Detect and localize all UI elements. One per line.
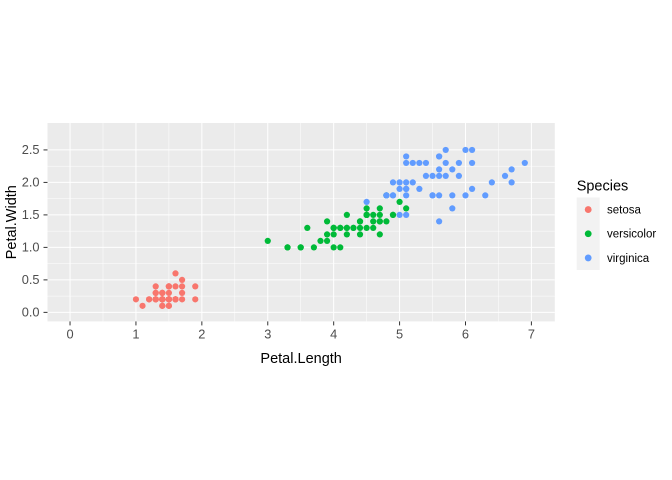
svg-text:4: 4 — [330, 326, 337, 341]
svg-text:virginica: virginica — [607, 253, 650, 265]
svg-text:2: 2 — [198, 326, 205, 341]
svg-text:Species: Species — [577, 179, 629, 195]
svg-text:0.5: 0.5 — [22, 272, 40, 287]
svg-text:6: 6 — [462, 326, 469, 341]
svg-text:1.5: 1.5 — [22, 207, 40, 222]
svg-text:2.5: 2.5 — [22, 142, 40, 157]
svg-text:1.0: 1.0 — [22, 239, 40, 254]
svg-text:0: 0 — [66, 326, 73, 341]
svg-text:2.0: 2.0 — [22, 174, 40, 189]
svg-text:Petal.Length: Petal.Length — [260, 351, 341, 367]
svg-text:5: 5 — [396, 326, 403, 341]
svg-text:versicolor: versicolor — [607, 229, 656, 241]
svg-text:1: 1 — [132, 326, 139, 341]
svg-text:Petal.Width: Petal.Width — [4, 185, 20, 259]
svg-text:7: 7 — [528, 326, 535, 341]
svg-text:setosa: setosa — [607, 205, 641, 217]
svg-text:3: 3 — [264, 326, 271, 341]
svg-text:0.0: 0.0 — [22, 304, 40, 319]
